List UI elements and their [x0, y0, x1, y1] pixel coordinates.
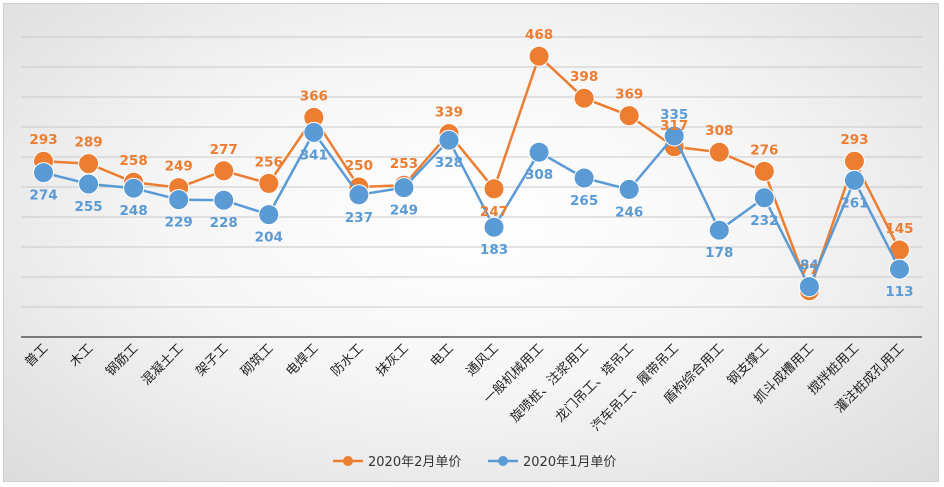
data-label: 265 — [570, 193, 598, 209]
data-point — [618, 105, 640, 127]
data-label: 468 — [525, 27, 553, 43]
data-label: 261 — [840, 195, 868, 211]
x-tick-label: 架子工 — [193, 341, 231, 379]
data-label: 183 — [480, 242, 508, 258]
data-point — [843, 150, 865, 172]
data-label: 246 — [615, 204, 643, 220]
data-label: 289 — [74, 135, 102, 151]
x-tick-label: 电工 — [428, 341, 457, 370]
data-point — [213, 189, 235, 211]
x-tick-label: 普工 — [22, 341, 51, 370]
data-point — [798, 276, 820, 298]
data-label: 258 — [120, 153, 148, 169]
data-label: 398 — [570, 69, 598, 85]
data-label: 178 — [705, 245, 733, 261]
data-point — [753, 187, 775, 209]
data-point — [78, 153, 100, 175]
data-label: 308 — [705, 123, 733, 139]
data-point — [78, 173, 100, 195]
data-point — [438, 129, 460, 151]
x-tick-label: 龙门吊工、塔吊工 — [553, 341, 637, 425]
data-label: 293 — [29, 132, 57, 148]
data-label: 366 — [300, 88, 328, 104]
data-point — [573, 87, 595, 109]
gridlines — [21, 36, 922, 308]
data-labels-jan: 274 255 248 229 228 204 341 237 249 328 183 308 265 2… — [29, 107, 913, 300]
x-tick-label: 混凝土工 — [138, 341, 186, 389]
data-point — [483, 216, 505, 238]
x-tick-label: 抹灰工 — [374, 341, 412, 379]
x-tick-label: 防水工 — [328, 341, 367, 380]
data-label: 204 — [255, 230, 283, 246]
data-label: 276 — [750, 142, 778, 158]
data-label: 253 — [390, 156, 418, 172]
data-point — [843, 169, 865, 191]
data-label: 277 — [210, 142, 238, 158]
data-label: 339 — [435, 105, 463, 121]
data-label: 308 — [525, 167, 553, 183]
data-point — [528, 45, 550, 67]
data-point — [708, 219, 730, 241]
data-label: 328 — [435, 155, 463, 171]
data-label: 317 — [660, 118, 688, 134]
data-label: 228 — [210, 215, 238, 231]
data-label: 247 — [480, 204, 508, 220]
data-point — [33, 162, 55, 184]
x-tick-label: 电焊工 — [283, 341, 322, 380]
data-point — [483, 178, 505, 200]
data-point — [753, 160, 775, 182]
data-label: 341 — [300, 147, 328, 163]
data-point — [303, 121, 325, 143]
data-point — [663, 125, 685, 147]
data-label: 293 — [840, 132, 868, 148]
x-tick-label: 砌筑工 — [238, 341, 277, 380]
data-label: 77 — [800, 262, 819, 278]
data-label: 84 — [800, 258, 819, 274]
x-tick-label: 木工 — [67, 341, 96, 370]
data-label: 249 — [390, 203, 418, 219]
data-label: 145 — [885, 221, 913, 237]
x-tick-label: 钢筋工 — [103, 341, 142, 380]
data-label: 255 — [74, 199, 102, 215]
data-point — [393, 177, 415, 199]
data-point — [708, 141, 730, 163]
series-jan — [33, 121, 910, 298]
legend-label: 2020年1月单价 — [523, 455, 616, 470]
data-label: 248 — [120, 203, 148, 219]
data-point — [168, 189, 190, 211]
data-point — [348, 184, 370, 206]
chart-frame: 普工 木工 钢筋工 混凝土工 架子工 砌筑工 电焊工 防水工 抹灰工 电工 通风工 一般机械用工 旋喷桩… — [3, 3, 939, 482]
legend-label: 2020年2月单价 — [368, 455, 461, 470]
data-label: 335 — [660, 107, 688, 123]
data-point — [258, 172, 280, 194]
legend: 2020年2月单价 2020年1月单价 — [333, 455, 616, 470]
data-point — [258, 204, 280, 226]
legend-marker — [343, 456, 353, 466]
data-label: 250 — [345, 158, 373, 174]
data-label: 249 — [165, 159, 193, 175]
data-point — [888, 258, 910, 280]
data-point — [528, 141, 550, 163]
x-tick-label: 旋喷桩、注浆用工 — [508, 341, 592, 425]
data-label: 369 — [615, 87, 643, 103]
data-labels-feb: 293 289 258 249 277 256 366 250 253 339 247 468 398 3… — [29, 27, 913, 278]
data-label: 113 — [885, 284, 913, 300]
data-label: 256 — [255, 154, 283, 170]
data-label: 229 — [165, 215, 193, 231]
data-point — [573, 167, 595, 189]
data-label: 232 — [750, 213, 778, 229]
data-label: 237 — [345, 210, 373, 226]
x-tick-label: 通风工 — [464, 341, 502, 379]
legend-marker — [498, 456, 508, 466]
data-point — [213, 160, 235, 182]
data-label: 274 — [29, 188, 57, 204]
data-point — [123, 177, 145, 199]
data-point — [618, 178, 640, 200]
x-tick-label: 汽车吊工、履带吊工 — [588, 341, 682, 435]
